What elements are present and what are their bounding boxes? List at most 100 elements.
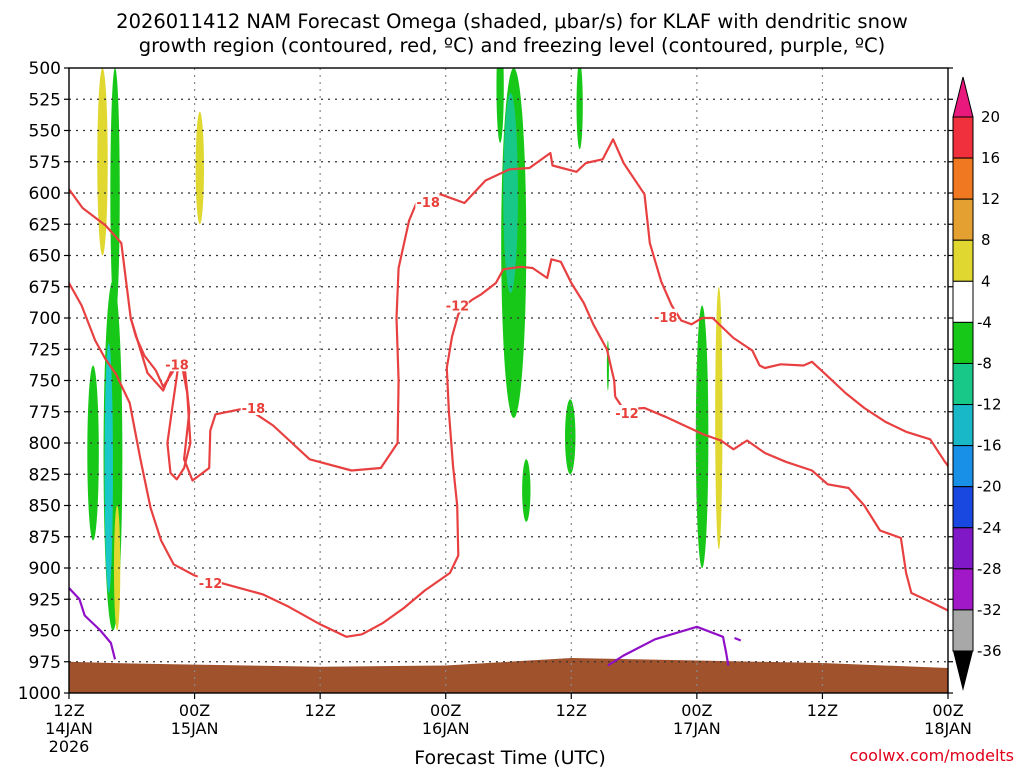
colorbar-swatch-9 — [952, 486, 974, 529]
omega-region-11 — [565, 399, 576, 475]
y-axis: 500 525 550 575 600 625 650 675 700 725 750 775 800 8… — [18, 59, 953, 704]
omega-region-14 — [715, 286, 723, 550]
x-tick-label-5-0: 00Z — [681, 701, 712, 720]
x-tick-label-5-1: 17JAN — [673, 719, 721, 738]
colorbar-label-10: -24 — [977, 519, 1002, 537]
y-tick-label-10: 750 — [29, 372, 61, 392]
x-tick-label-6-0: 12Z — [807, 701, 838, 720]
colorbar-swatch-8 — [952, 445, 974, 488]
y-tick-label-12: 800 — [29, 434, 61, 454]
y-tick-label-20: 1000 — [18, 684, 61, 704]
dgz-contour-late — [614, 396, 948, 612]
x-tick-label-2-0: 12Z — [304, 701, 335, 720]
omega-region-13 — [695, 305, 709, 568]
colorbar-swatch-5 — [952, 321, 974, 364]
contour-label-1: -18 — [242, 402, 265, 417]
colorbar-label-0: 20 — [981, 108, 1000, 126]
omega-region-0 — [97, 68, 108, 256]
contour-label-2: -12 — [199, 577, 223, 592]
y-tick-label-0: 500 — [29, 59, 61, 79]
colorbar-swatch-3 — [952, 239, 974, 282]
colorbar: 20 16 12 8 4 -4 -8 -12 -16 -20 -24 -28 -32 -36 — [952, 76, 1002, 691]
contour-label-bg-5 — [652, 308, 677, 324]
colorbar-label-6: -8 — [977, 354, 992, 372]
y-tick-label-18: 950 — [29, 622, 61, 642]
colorbar-label-13: -36 — [977, 642, 1002, 660]
contour-label-4: -12 — [446, 300, 470, 315]
omega-region-12 — [522, 459, 531, 522]
dgz-contour-loop — [129, 317, 192, 481]
y-tick-label-11: 775 — [29, 403, 61, 423]
colorbar-top-arrow — [952, 76, 974, 118]
y-tick-label-2: 550 — [29, 122, 61, 142]
colorbar-swatch-4 — [952, 280, 974, 323]
y-tick-label-5: 625 — [29, 215, 61, 235]
terrain-fill — [69, 658, 948, 693]
omega-region-9 — [496, 68, 504, 143]
credit-text: coolwx.com/modelts — [850, 746, 1014, 765]
colorbar-swatch-12 — [952, 609, 974, 652]
y-tick-label-13: 825 — [29, 465, 61, 485]
x-tick-label-1-0: 00Z — [179, 701, 210, 720]
colorbar-label-2: 12 — [981, 190, 1000, 208]
contour-label-bg-1 — [240, 400, 265, 415]
colorbar-swatch-7 — [952, 404, 974, 447]
colorbar-swatch-1 — [952, 157, 974, 200]
plot-inner: -18 -18 -12 -18 -12 -18 -12 — [69, 68, 948, 693]
freezing-level-contour-0 — [69, 587, 117, 660]
y-tick-label-8: 700 — [29, 309, 61, 329]
colorbar-label-3: 8 — [981, 231, 991, 249]
colorbar-swatch-2 — [952, 198, 974, 241]
y-tick-label-4: 600 — [29, 184, 61, 204]
omega-region-2 — [195, 111, 204, 225]
contour-label-bg-2 — [197, 575, 222, 590]
colorbar-bottom-arrow — [953, 651, 973, 691]
chart-title-line2: growth region (contoured, red, ºC) and f… — [139, 34, 886, 57]
colorbar-label-8: -16 — [977, 437, 1002, 455]
x-tick-label-3-0: 00Z — [430, 701, 461, 720]
x-axis-label: Forecast Time (UTC) — [414, 747, 605, 768]
y-tick-label-14: 850 — [29, 497, 61, 517]
y-tick-label-3: 575 — [29, 153, 61, 173]
freezing-level-contour-2 — [734, 636, 742, 642]
omega-region-10 — [576, 68, 583, 150]
contour-label-3: -18 — [416, 196, 440, 211]
y-tick-label-16: 900 — [29, 559, 61, 579]
y-tick-label-9: 725 — [29, 340, 61, 360]
plot-area: -18 -18 -12 -18 -12 -18 -12 — [68, 67, 949, 694]
x-tick-label-0-1: 14JAN — [45, 719, 93, 738]
colorbar-swatch-0 — [952, 116, 974, 159]
colorbar-label-11: -28 — [977, 560, 1002, 578]
x-tick-label-1-1: 15JAN — [171, 719, 219, 738]
x-tick-label-3-1: 16JAN — [422, 719, 470, 738]
colorbar-label-9: -20 — [977, 478, 1002, 496]
dgz-contour-lower — [69, 258, 617, 638]
freezing-level-contour-1 — [607, 625, 730, 667]
chart-title-line1: 2026011412 NAM Forecast Omega (shaded, μ… — [116, 10, 908, 33]
colorbar-label-12: -32 — [977, 601, 1002, 619]
y-tick-label-19: 975 — [29, 653, 61, 673]
y-tick-label-7: 675 — [29, 278, 61, 298]
x-tick-label-7-1: 18JAN — [924, 719, 972, 738]
colorbar-label-4: 4 — [981, 272, 991, 290]
y-tick-label-6: 650 — [29, 247, 61, 267]
colorbar-swatch-10 — [952, 527, 974, 570]
colorbar-label-7: -12 — [977, 396, 1002, 414]
x-tick-label-4-0: 12Z — [556, 701, 587, 720]
y-tick-label-17: 925 — [29, 590, 61, 610]
contour-label-bg-6 — [614, 405, 639, 420]
x-tick-label-0-2: 2026 — [49, 737, 90, 756]
y-tick-label-1: 525 — [29, 90, 61, 110]
contour-label-0: -18 — [165, 358, 189, 373]
colorbar-label-5: -4 — [977, 313, 992, 331]
colorbar-swatch-11 — [952, 568, 974, 611]
x-tick-label-7-0: 00Z — [932, 701, 963, 720]
omega-region-3 — [87, 365, 99, 541]
omega-region-5 — [104, 343, 113, 593]
contour-label-bg-3 — [415, 193, 440, 209]
y-tick-label-15: 875 — [29, 528, 61, 548]
colorbar-swatch-6 — [952, 362, 974, 406]
dgz-contour-main — [69, 138, 948, 482]
colorbar-label-1: 16 — [981, 149, 1000, 167]
